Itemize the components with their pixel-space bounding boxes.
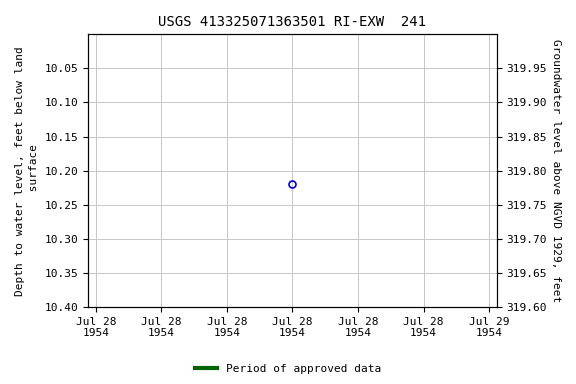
Y-axis label: Groundwater level above NGVD 1929, feet: Groundwater level above NGVD 1929, feet [551,39,561,302]
Legend: Period of approved data: Period of approved data [191,359,385,379]
Y-axis label: Depth to water level, feet below land
 surface: Depth to water level, feet below land su… [15,46,39,296]
Title: USGS 413325071363501 RI-EXW  241: USGS 413325071363501 RI-EXW 241 [158,15,426,29]
